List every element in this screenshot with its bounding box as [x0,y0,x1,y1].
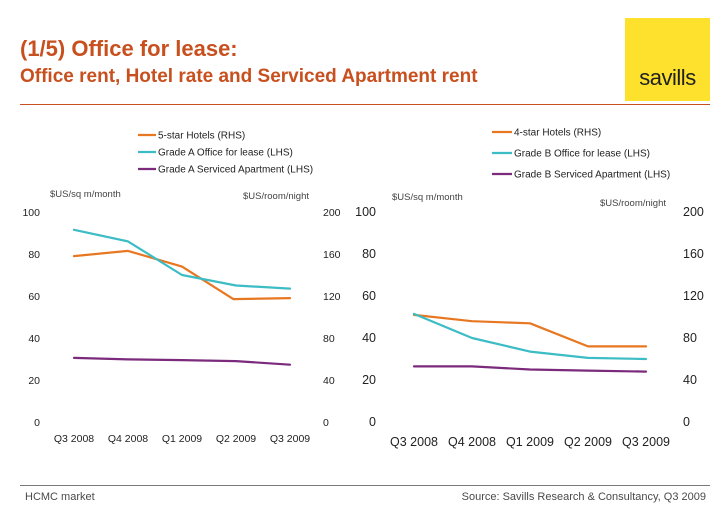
left-x-tick: Q1 2009 [162,433,202,445]
footer-source: Source: Savills Research & Consultancy, … [461,491,706,503]
right-series-line-3 [412,365,648,373]
right-x-tick: Q3 2009 [622,435,670,449]
left-series-line-2 [72,228,292,290]
left-legend-label-2: Grade A Office for lease (LHS) [158,148,293,159]
right-y-tick-right: 120 [683,289,704,303]
left-y-tick-left: 60 [28,291,40,303]
right-y-tick-left: 60 [362,289,376,303]
right-y-tick-right: 80 [683,331,697,345]
left-y-tick-left: 80 [28,249,40,261]
right-series-line-2 [412,312,648,361]
left-y-tick-right: 40 [323,375,335,387]
left-x-tick: Q2 2009 [216,433,256,445]
page-title: (1/5) Office for lease: [20,36,238,61]
left-left-axis-label: $US/sq m/month [50,189,121,200]
left-right-axis-label: $US/room/night [243,191,309,202]
left-y-tick-left: 0 [34,417,40,429]
left-series-line-1 [72,249,292,301]
footer-divider [20,485,710,486]
left-y-tick-left: 40 [28,333,40,345]
left-x-tick: Q4 2008 [108,433,148,445]
right-y-tick-left: 40 [362,331,376,345]
right-x-tick: Q3 2008 [390,435,438,449]
left-y-tick-right: 0 [323,417,329,429]
right-legend-label-1: 4-star Hotels (RHS) [514,128,601,139]
left-x-tick: Q3 2008 [54,433,94,445]
right-x-tick: Q4 2008 [448,435,496,449]
right-x-tick: Q2 2009 [564,435,612,449]
left-y-tick-right: 160 [323,249,341,261]
left-y-tick-left: 100 [22,207,40,219]
logo-text: savills [639,65,696,90]
right-y-tick-right: 200 [683,205,704,219]
left-y-tick-right: 120 [323,291,341,303]
left-y-tick-right: 80 [323,333,335,345]
footer-market: HCMC market [25,491,95,503]
page-subtitle: Office rent, Hotel rate and Serviced Apa… [20,66,478,87]
left-y-tick-right: 200 [323,207,341,219]
right-y-tick-right: 0 [683,415,690,429]
right-legend-label-2: Grade B Office for lease (LHS) [514,149,650,160]
left-legend-label-1: 5-star Hotels (RHS) [158,131,245,142]
left-series-line-3 [72,356,292,366]
right-y-tick-left: 80 [362,247,376,261]
savills-logo: savills [625,18,710,101]
right-y-tick-left: 0 [369,415,376,429]
right-legend-label-3: Grade B Serviced Apartment (LHS) [514,170,670,181]
right-y-tick-right: 160 [683,247,704,261]
left-x-tick: Q3 2009 [270,433,310,445]
title-divider [20,104,710,105]
left-y-tick-left: 20 [28,375,40,387]
left-legend-label-3: Grade A Serviced Apartment (LHS) [158,165,313,176]
right-x-tick: Q1 2009 [506,435,554,449]
right-y-tick-right: 40 [683,373,697,387]
right-y-tick-left: 100 [355,205,376,219]
right-right-axis-label: $US/room/night [600,198,666,209]
right-left-axis-label: $US/sq m/month [392,192,463,203]
right-series-line-1 [412,313,648,348]
right-y-tick-left: 20 [362,373,376,387]
